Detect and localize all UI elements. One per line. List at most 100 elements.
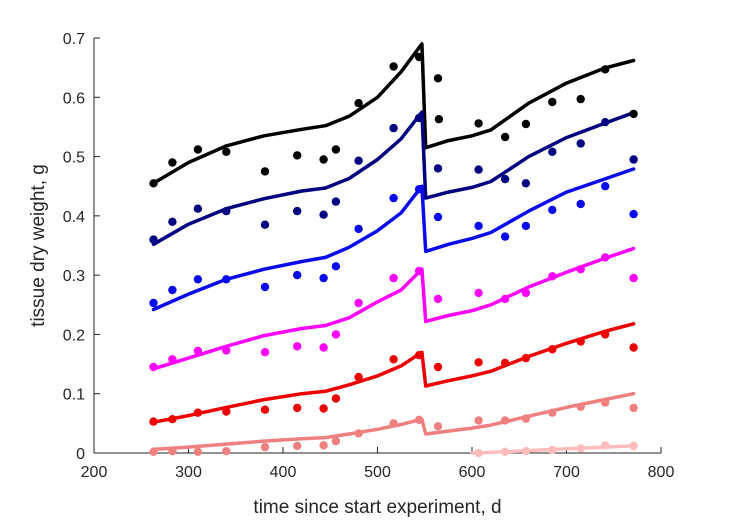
data-point — [389, 355, 398, 364]
x-tick-label: 400 — [270, 464, 297, 481]
data-point — [548, 445, 557, 455]
data-point — [293, 342, 302, 351]
data-point — [500, 232, 510, 241]
y-tick-label: 0.4 — [63, 209, 85, 226]
data-point — [414, 351, 424, 360]
data-point — [149, 235, 158, 244]
data-point — [521, 119, 531, 129]
data-point — [168, 285, 177, 295]
data-point — [576, 139, 585, 148]
data-point — [548, 345, 557, 354]
data-point — [601, 441, 610, 450]
data-point — [500, 174, 510, 184]
x-tick-label: 600 — [459, 464, 486, 481]
data-point — [354, 429, 363, 438]
data-point — [389, 193, 398, 203]
y-tick-label: 0.5 — [63, 150, 85, 167]
data-point — [474, 119, 483, 128]
data-point — [149, 362, 158, 372]
data-point — [331, 197, 341, 206]
data-point — [500, 294, 510, 304]
data-point — [319, 273, 328, 283]
model-curve-2 — [151, 110, 636, 247]
data-point — [414, 415, 424, 424]
data-point — [319, 441, 328, 450]
data-point — [389, 419, 398, 428]
model-curve-3 — [151, 167, 636, 312]
data-point — [433, 212, 443, 222]
model-curve-5 — [151, 322, 636, 424]
data-point — [548, 147, 557, 156]
data-point — [260, 442, 270, 452]
data-point — [354, 156, 363, 165]
y-tick-label: 0.6 — [63, 90, 85, 107]
data-point — [601, 118, 610, 127]
data-point — [548, 408, 557, 417]
data-point — [500, 416, 510, 425]
data-point — [293, 206, 302, 216]
observation-points — [149, 52, 638, 458]
data-point — [548, 205, 557, 215]
data-point — [319, 155, 328, 164]
data-point — [168, 217, 177, 226]
data-point — [149, 417, 158, 426]
data-point — [260, 167, 270, 176]
data-point — [601, 398, 610, 407]
data-point — [149, 179, 158, 188]
data-point — [414, 52, 424, 62]
x-tick-label: 200 — [81, 464, 108, 481]
data-point — [521, 414, 531, 423]
data-point — [354, 372, 363, 382]
data-point — [576, 94, 585, 104]
data-point — [414, 185, 424, 194]
data-point — [354, 224, 363, 234]
data-point — [433, 74, 443, 83]
data-point — [149, 298, 158, 308]
data-point — [500, 447, 510, 456]
tick-labels: 200 300 400 500 600 700 800 0 0.1 0.2 0.3 0.4 0.5 0.6… — [63, 31, 675, 481]
data-point — [629, 403, 638, 413]
data-point — [414, 113, 424, 123]
data-point — [389, 62, 398, 71]
model-curve-1 — [151, 42, 636, 186]
data-point — [222, 275, 231, 284]
model-curve-7 — [470, 444, 636, 455]
data-point — [331, 330, 341, 339]
data-point — [222, 447, 231, 456]
data-point — [521, 353, 531, 363]
data-point — [629, 209, 638, 219]
data-point — [331, 262, 341, 271]
data-point — [331, 394, 341, 403]
data-point — [548, 97, 557, 107]
data-point — [601, 182, 610, 191]
data-point — [168, 447, 177, 456]
data-point — [319, 404, 328, 413]
data-point — [222, 346, 231, 355]
data-point — [576, 444, 585, 453]
y-tick-label: 0.2 — [63, 327, 85, 344]
data-point — [260, 282, 270, 292]
data-point — [222, 147, 231, 156]
data-point — [601, 65, 610, 74]
data-point — [331, 436, 341, 446]
data-point — [293, 403, 302, 413]
data-point — [521, 288, 531, 298]
data-point — [293, 151, 302, 160]
x-tick-label: 800 — [648, 464, 675, 481]
data-point — [331, 145, 341, 154]
x-tick-label: 300 — [175, 464, 202, 481]
model-curves — [151, 42, 636, 455]
data-point — [434, 115, 444, 124]
data-point — [260, 220, 270, 229]
data-point — [548, 272, 557, 281]
y-tick-label: 0.7 — [63, 31, 85, 48]
data-point — [500, 132, 510, 142]
data-point — [222, 206, 231, 216]
data-point — [433, 294, 443, 304]
data-point — [389, 123, 398, 133]
data-point — [521, 221, 531, 231]
data-point — [193, 204, 203, 213]
data-point — [433, 362, 443, 372]
data-point — [474, 165, 483, 174]
